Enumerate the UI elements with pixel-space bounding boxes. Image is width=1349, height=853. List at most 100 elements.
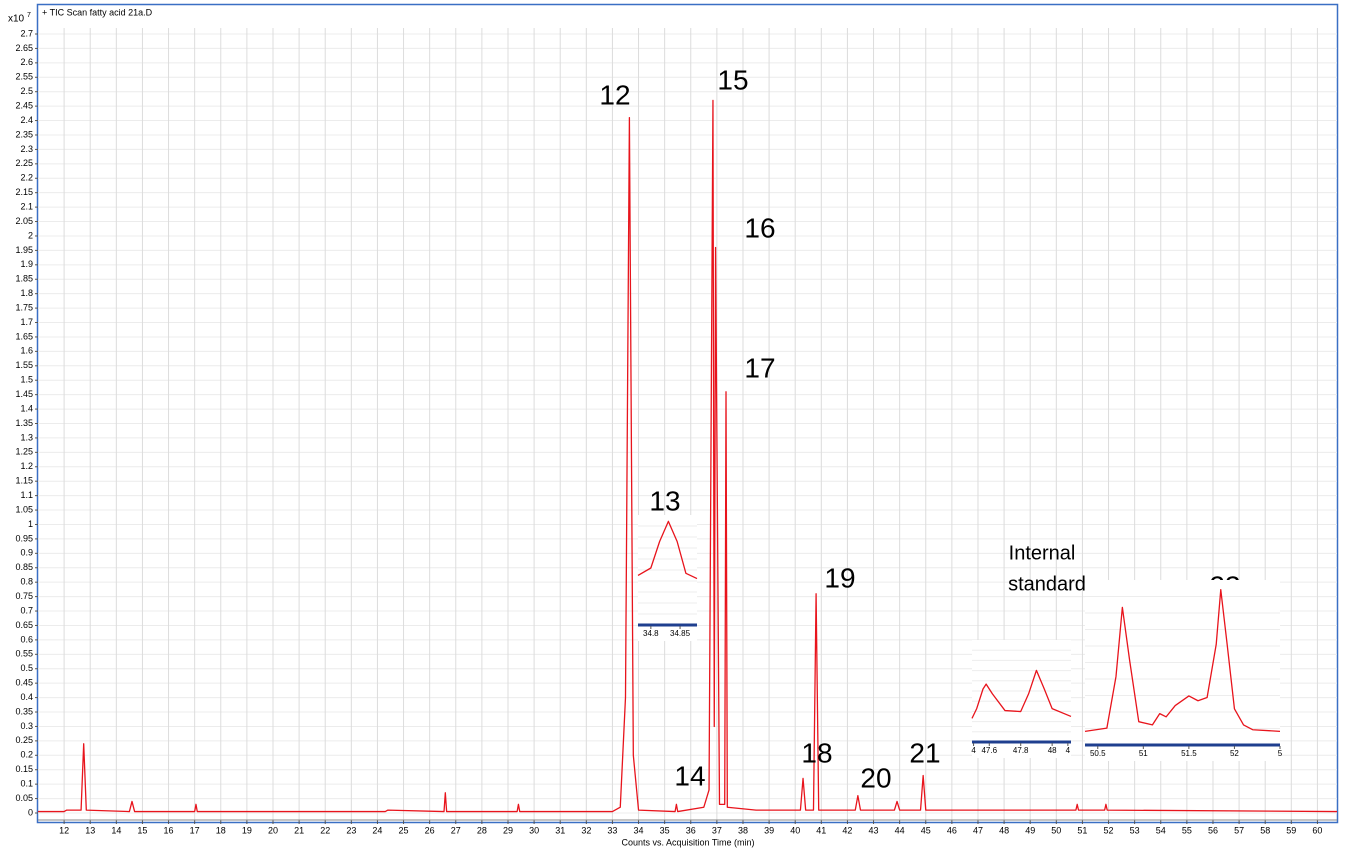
- y-tick-label: 2.4: [20, 115, 33, 125]
- y-tick-label: 0.4: [20, 692, 33, 702]
- x-tick-label: 36: [686, 825, 696, 835]
- y-tick-label: 0.5: [20, 663, 33, 673]
- inset-x-tick-label: 52: [1230, 749, 1239, 758]
- x-tick-label: 60: [1312, 825, 1322, 835]
- x-tick-label: 31: [555, 825, 565, 835]
- x-tick-label: 56: [1208, 825, 1218, 835]
- inset-x-tick-label: 34.8: [643, 629, 659, 638]
- x-tick-label: 34: [634, 825, 644, 835]
- y-tick-label: 1.2: [20, 461, 33, 471]
- x-tick-label: 45: [921, 825, 931, 835]
- x-tick-label: 47: [973, 825, 983, 835]
- chart-title: + TIC Scan fatty acid 21a.D: [42, 7, 153, 17]
- x-tick-label: 58: [1260, 825, 1270, 835]
- inset-x-tick-label: 48: [1048, 746, 1057, 755]
- y-tick-label: 1.95: [15, 245, 33, 255]
- y-tick-label: 0.7: [20, 605, 33, 615]
- peak-annotation: 21: [909, 737, 940, 768]
- y-tick-label: 1.05: [15, 504, 33, 514]
- x-tick-label: 27: [451, 825, 461, 835]
- x-tick-label: 23: [346, 825, 356, 835]
- trace-line: [1084, 589, 1281, 732]
- y-tick-label: 2.6: [20, 57, 33, 67]
- x-tick-label: 57: [1234, 825, 1244, 835]
- peak-annotation: 13: [649, 485, 680, 516]
- inset-x-tick-label: 34.85: [670, 629, 691, 638]
- y-tick-label: 2: [28, 230, 33, 240]
- y-tick-label: 0.15: [15, 764, 33, 774]
- y-tick-label: 0.1: [20, 779, 33, 789]
- y-tick-label: 0.25: [15, 735, 33, 745]
- inset-background: [1085, 580, 1280, 761]
- inset-chart: 34.8 34.85: [637, 515, 698, 641]
- inset-chart: 4 47.6 47.8 48 4: [971, 640, 1072, 758]
- peak-annotation: Internal: [1009, 542, 1076, 564]
- x-tick-label: 59: [1286, 825, 1296, 835]
- inset-chart: 50.5 51 51.5 52 5: [1084, 580, 1283, 761]
- y-tick-label: 1.85: [15, 274, 33, 284]
- x-tick-label: 20: [268, 825, 278, 835]
- inset-x-tick-label: 47.6: [981, 746, 997, 755]
- x-tick-label: 53: [1130, 825, 1140, 835]
- x-tick-label: 42: [842, 825, 852, 835]
- y-tick-label: 2.05: [15, 216, 33, 226]
- peak-annotation: 15: [717, 64, 748, 95]
- x-tick-label: 17: [190, 825, 200, 835]
- x-axis-label: Counts vs. Acquisition Time (min): [621, 837, 754, 847]
- y-tick-label: 1.1: [20, 490, 33, 500]
- y-tick-label: 1.3: [20, 432, 33, 442]
- x-tick-label: 30: [529, 825, 539, 835]
- x-tick-label: 54: [1156, 825, 1166, 835]
- x-tick-label: 39: [764, 825, 774, 835]
- y-tick-label: 2.55: [15, 72, 33, 82]
- x-tick-label: 25: [399, 825, 409, 835]
- panel-frame: [36, 3, 1339, 824]
- y-tick-label: 2.45: [15, 101, 33, 111]
- y-tick-label: 1.4: [20, 403, 33, 413]
- inset-x-tick-label: 4: [971, 746, 976, 755]
- x-tick-label: 22: [320, 825, 330, 835]
- x-tick-label: 15: [137, 825, 147, 835]
- x-tick-label: 38: [738, 825, 748, 835]
- y-tick-label: 0.2: [20, 750, 33, 760]
- peak-annotation: 14: [674, 760, 705, 791]
- y-tick-label: 0.35: [15, 706, 33, 716]
- x-tick-label: 46: [947, 825, 957, 835]
- y-tick-label: 0.3: [20, 721, 33, 731]
- y-tick-label: 2.5: [20, 86, 33, 96]
- inset-x-tick-label: 50.5: [1090, 749, 1106, 758]
- y-tick-label: 1.5: [20, 375, 33, 385]
- x-tick-label: 33: [607, 825, 617, 835]
- x-tick-label: 41: [816, 825, 826, 835]
- x-tick-label: 12: [59, 825, 69, 835]
- x-tick-label: 16: [164, 825, 174, 835]
- inset-x-tick-label: 47.8: [1013, 746, 1029, 755]
- y-tick-label: 0.65: [15, 620, 33, 630]
- y-tick-label: 2.2: [20, 173, 33, 183]
- y-tick-label: 1.75: [15, 302, 33, 312]
- x-tick-label: 14: [111, 825, 121, 835]
- peak-annotation: 18: [801, 737, 832, 768]
- x-tick-label: 55: [1182, 825, 1192, 835]
- peak-annotation: 20: [860, 762, 891, 793]
- x-tick-label: 19: [242, 825, 252, 835]
- y-tick-label: 1.9: [20, 259, 33, 269]
- x-tick-label: 43: [869, 825, 879, 835]
- trace-line: [637, 520, 698, 580]
- y-tick-label: 1.8: [20, 288, 33, 298]
- inset-background: [638, 515, 697, 641]
- x-tick-label: 21: [294, 825, 304, 835]
- inset-x-tick-label: 5: [1278, 749, 1283, 758]
- x-tick-label: 40: [790, 825, 800, 835]
- inset-x-tick-label: 51.5: [1181, 749, 1197, 758]
- y-tick-label: 0.55: [15, 649, 33, 659]
- y-tick-label: 0: [28, 807, 33, 817]
- y-tick-label: 2.35: [15, 129, 33, 139]
- inset-x-tick-label: 51: [1139, 749, 1148, 758]
- peak-annotation: 12: [599, 79, 630, 110]
- y-tick-label: 0.45: [15, 678, 33, 688]
- y-tick-label: 0.6: [20, 634, 33, 644]
- y-tick-label: 1.25: [15, 447, 33, 457]
- y-tick-label: 2.3: [20, 144, 33, 154]
- x-tick-label: 48: [999, 825, 1009, 835]
